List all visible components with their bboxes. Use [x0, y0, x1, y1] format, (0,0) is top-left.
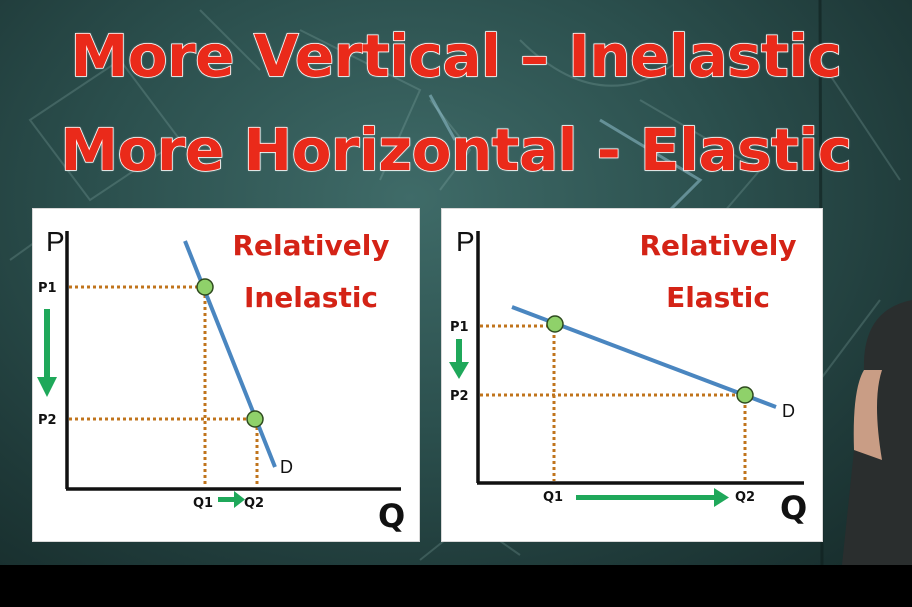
y-axis-label: P: [46, 226, 65, 257]
x-axis-label: Q: [780, 489, 807, 527]
panel-title-line2: Inelastic: [244, 281, 378, 314]
p2-label: P2: [450, 389, 469, 404]
panel-title-line1: Relatively: [232, 229, 389, 262]
point-p1-q1: [546, 315, 564, 333]
point-p1-q1: [196, 278, 214, 296]
point-p2-q2: [736, 386, 754, 404]
quantity-increase-arrow: [576, 488, 729, 507]
panel-title-line2: Elastic: [666, 281, 770, 314]
x-axis-label: Q: [378, 497, 405, 535]
elastic-demand-panel: P Q D P1 P2 Q1 Q2 Relatively Elast: [441, 208, 823, 542]
point-p2-q2: [246, 410, 264, 428]
headline-horizontal-elastic: More Horizontal - Elastic: [60, 116, 853, 184]
p2-label: P2: [38, 413, 57, 428]
q2-label: Q2: [735, 490, 755, 505]
inelastic-demand-graph: P Q D P1 P2 Q1 Q2 Relatively Inela: [37, 226, 405, 535]
letterbox-bar: [0, 565, 912, 607]
p1-label: P1: [38, 281, 57, 296]
q1-label: Q1: [543, 490, 563, 505]
demand-curve-label: D: [782, 401, 795, 421]
q1-label: Q1: [193, 496, 213, 511]
demand-curve: [183, 240, 277, 468]
p1-label: P1: [450, 320, 469, 335]
chalkboard-background: More Vertical – Inelastic More Horizonta…: [0, 0, 912, 565]
price-decrease-arrow: [37, 309, 57, 397]
price-decrease-arrow: [449, 339, 469, 379]
q2-label: Q2: [244, 496, 264, 511]
y-axis-label: P: [456, 226, 475, 257]
inelastic-demand-panel: P Q D P1 P2 Q1 Q2 Relatively Inela: [32, 208, 420, 542]
elastic-demand-graph: P Q D P1 P2 Q1 Q2 Relatively Elast: [449, 226, 807, 527]
panel-title-line1: Relatively: [639, 229, 796, 262]
demand-curve-label: D: [280, 457, 293, 477]
presenter-silhouette: [842, 300, 912, 565]
headline-vertical-inelastic: More Vertical – Inelastic: [70, 22, 843, 90]
quantity-increase-arrow: [218, 491, 245, 508]
